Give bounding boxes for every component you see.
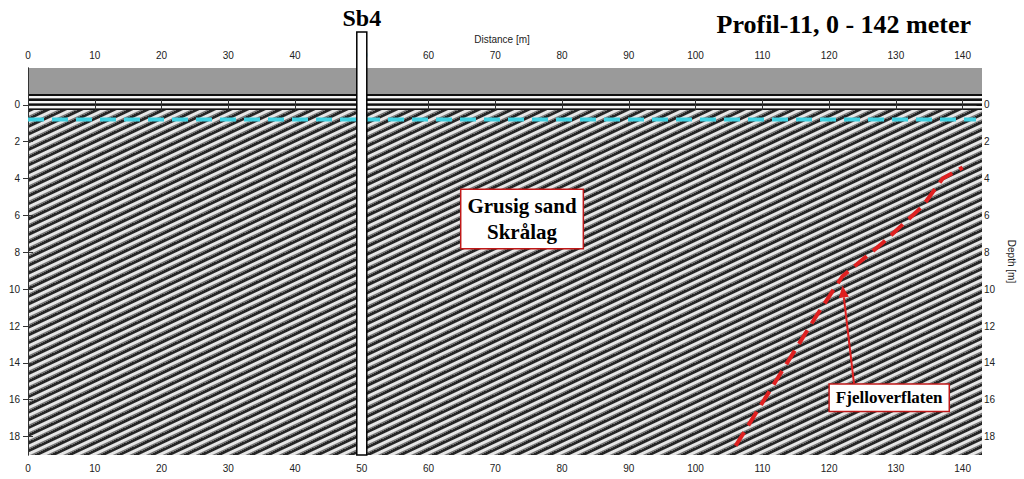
- svg-text:16: 16: [9, 394, 21, 405]
- svg-text:6: 6: [984, 210, 990, 221]
- svg-text:130: 130: [888, 50, 905, 61]
- svg-text:0: 0: [25, 50, 31, 61]
- svg-text:0: 0: [984, 99, 990, 110]
- svg-text:18: 18: [984, 431, 996, 442]
- svg-text:8: 8: [14, 247, 20, 258]
- svg-text:18: 18: [9, 431, 21, 442]
- svg-text:110: 110: [754, 50, 770, 61]
- svg-text:16: 16: [984, 394, 996, 405]
- svg-text:120: 120: [821, 463, 838, 474]
- svg-text:Sb4: Sb4: [342, 5, 381, 31]
- svg-text:Fjelloverflaten: Fjelloverflaten: [836, 388, 943, 407]
- svg-text:90: 90: [623, 50, 635, 61]
- svg-text:2: 2: [14, 136, 20, 147]
- svg-text:30: 30: [223, 463, 235, 474]
- svg-text:90: 90: [623, 463, 635, 474]
- svg-text:40: 40: [289, 50, 301, 61]
- svg-text:20: 20: [156, 50, 168, 61]
- svg-text:80: 80: [557, 463, 569, 474]
- svg-text:130: 130: [888, 463, 905, 474]
- svg-text:120: 120: [821, 50, 838, 61]
- svg-text:2: 2: [984, 136, 990, 147]
- svg-text:10: 10: [9, 284, 21, 295]
- svg-text:10: 10: [984, 284, 996, 295]
- svg-text:12: 12: [984, 321, 996, 332]
- svg-text:50: 50: [356, 463, 368, 474]
- svg-text:0: 0: [25, 463, 31, 474]
- svg-text:Skrålag: Skrålag: [487, 220, 558, 244]
- svg-text:10: 10: [89, 50, 101, 61]
- svg-text:Depth [m]: Depth [m]: [1006, 240, 1017, 284]
- svg-text:140: 140: [954, 463, 971, 474]
- svg-text:8: 8: [984, 247, 990, 258]
- svg-text:6: 6: [14, 210, 20, 221]
- svg-text:0: 0: [14, 99, 20, 110]
- svg-text:14: 14: [984, 357, 996, 368]
- svg-text:30: 30: [223, 50, 235, 61]
- svg-text:70: 70: [490, 463, 502, 474]
- svg-text:100: 100: [687, 463, 704, 474]
- svg-text:10: 10: [89, 463, 101, 474]
- svg-text:14: 14: [9, 357, 21, 368]
- svg-text:Profil-11, 0 - 142 meter: Profil-11, 0 - 142 meter: [717, 10, 971, 39]
- svg-text:20: 20: [156, 463, 168, 474]
- svg-text:110: 110: [754, 463, 770, 474]
- svg-text:4: 4: [14, 173, 20, 184]
- svg-text:60: 60: [423, 50, 435, 61]
- svg-text:70: 70: [490, 50, 502, 61]
- svg-text:100: 100: [687, 50, 704, 61]
- svg-text:Grusig sand: Grusig sand: [467, 194, 576, 218]
- svg-text:4: 4: [984, 173, 990, 184]
- svg-text:12: 12: [9, 321, 21, 332]
- svg-text:Distance [m]: Distance [m]: [474, 34, 530, 45]
- svg-text:60: 60: [423, 463, 435, 474]
- svg-text:40: 40: [289, 463, 301, 474]
- svg-text:140: 140: [954, 50, 971, 61]
- svg-text:80: 80: [557, 50, 569, 61]
